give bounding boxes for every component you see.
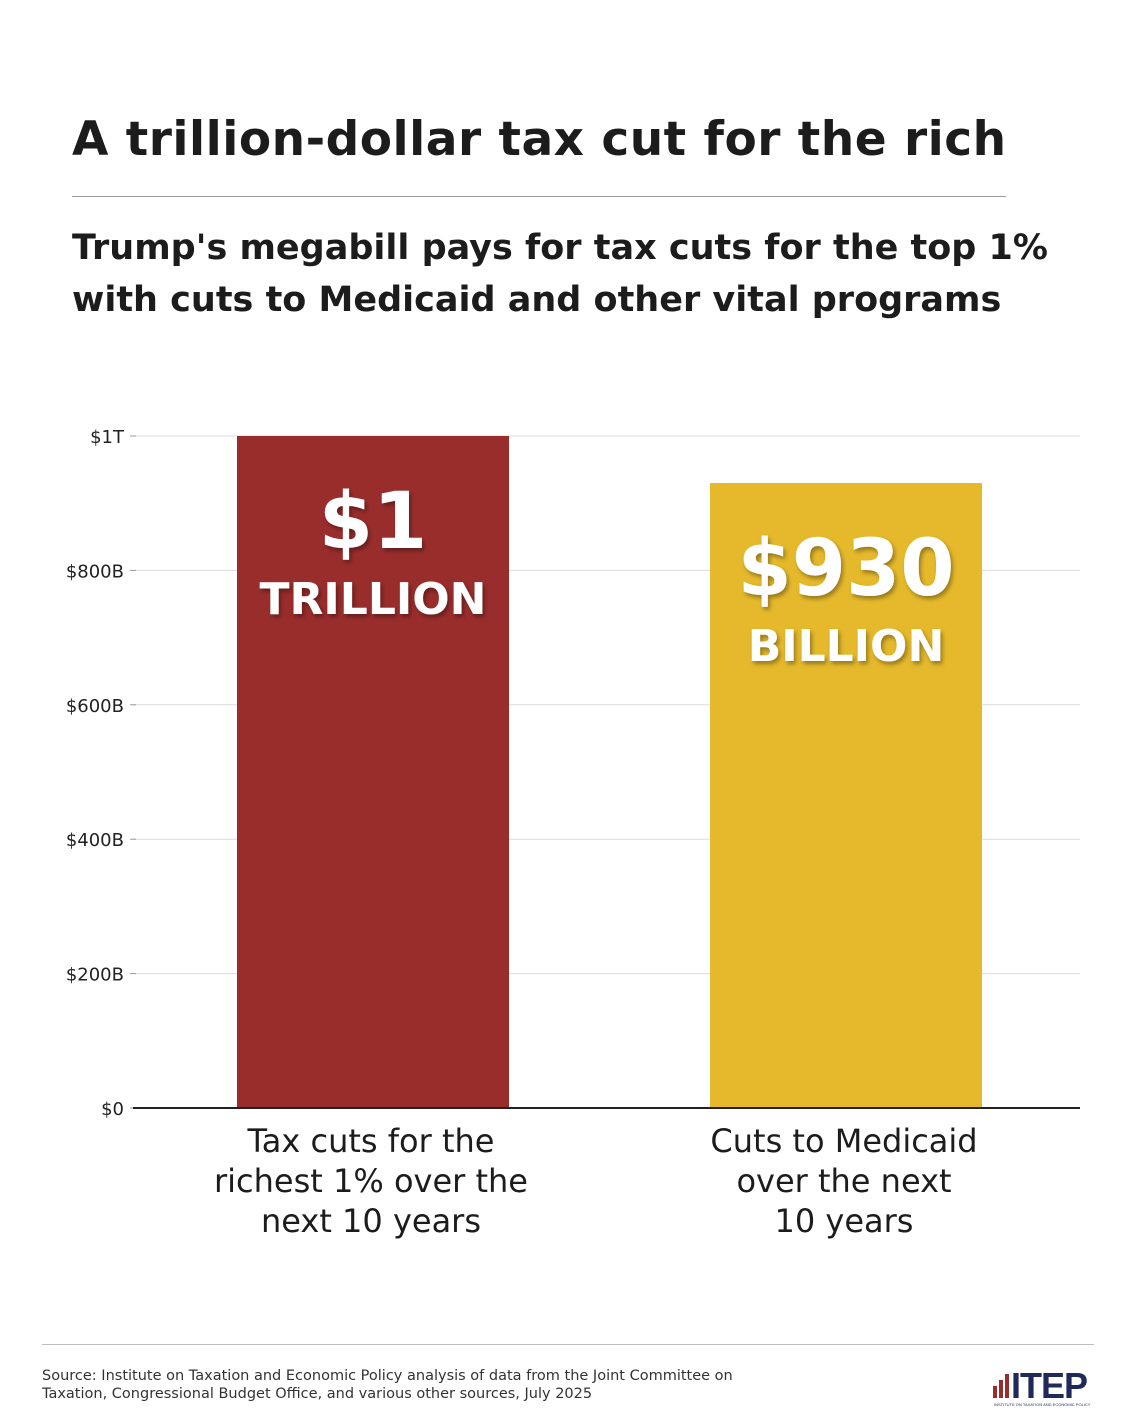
bar-value-label: $1 bbox=[319, 477, 428, 567]
bar bbox=[237, 436, 509, 1108]
bar-chart: $0 $200B $400B $600B $800B $1T $1 TRILLION $930… bbox=[66, 427, 1080, 1240]
logo-bar-3 bbox=[1005, 1374, 1009, 1398]
y-tick-label: $400B bbox=[66, 830, 124, 851]
bar-value-label: $930 bbox=[737, 524, 954, 614]
y-tick-label: $1T bbox=[90, 427, 125, 448]
category-label: 10 years bbox=[775, 1202, 914, 1240]
source-note: Source: Institute on Taxation and Econom… bbox=[42, 1367, 842, 1403]
chart-title: A trillion-dollar tax cut for the rich bbox=[72, 112, 1007, 167]
itep-logo: ITEP INSTITUTE ON TAXATION AND ECONOMIC … bbox=[993, 1365, 1091, 1407]
y-tick-label: $200B bbox=[66, 965, 124, 986]
category-label: over the next bbox=[736, 1162, 951, 1200]
y-tick-label: $600B bbox=[66, 696, 124, 717]
source-line-2: Taxation, Congressional Budget Office, a… bbox=[42, 1386, 593, 1402]
logo-bar-1 bbox=[993, 1386, 997, 1398]
source-line-1: Source: Institute on Taxation and Econom… bbox=[42, 1368, 733, 1384]
category-label: Cuts to Medicaid bbox=[710, 1122, 977, 1160]
subtitle-line-2: with cuts to Medicaid and other vital pr… bbox=[72, 280, 1002, 320]
logo-bar-2 bbox=[999, 1380, 1003, 1398]
chart-subtitle: Trump's megabill pays for tax cuts for t… bbox=[72, 222, 1132, 326]
y-tick-label: $0 bbox=[101, 1099, 124, 1120]
logo-text: ITEP bbox=[1011, 1365, 1087, 1406]
footer-divider bbox=[42, 1344, 1094, 1345]
bars: $1 TRILLION $930 BILLION bbox=[237, 436, 982, 1108]
category-label: Tax cuts for the bbox=[247, 1122, 495, 1160]
bar-value-unit-label: BILLION bbox=[748, 621, 945, 672]
y-axis-tick-labels: $0 $200B $400B $600B $800B $1T bbox=[66, 427, 125, 1120]
category-label: richest 1% over the bbox=[214, 1162, 528, 1200]
bar bbox=[710, 483, 982, 1108]
y-tick-label: $800B bbox=[66, 561, 124, 582]
category-label: next 10 years bbox=[261, 1202, 481, 1240]
logo-subtext: INSTITUTE ON TAXATION AND ECONOMIC POLIC… bbox=[994, 1402, 1091, 1407]
title-divider bbox=[72, 196, 1006, 197]
subtitle-line-1: Trump's megabill pays for tax cuts for t… bbox=[72, 228, 1048, 268]
bar-value-unit-label: TRILLION bbox=[260, 574, 487, 625]
